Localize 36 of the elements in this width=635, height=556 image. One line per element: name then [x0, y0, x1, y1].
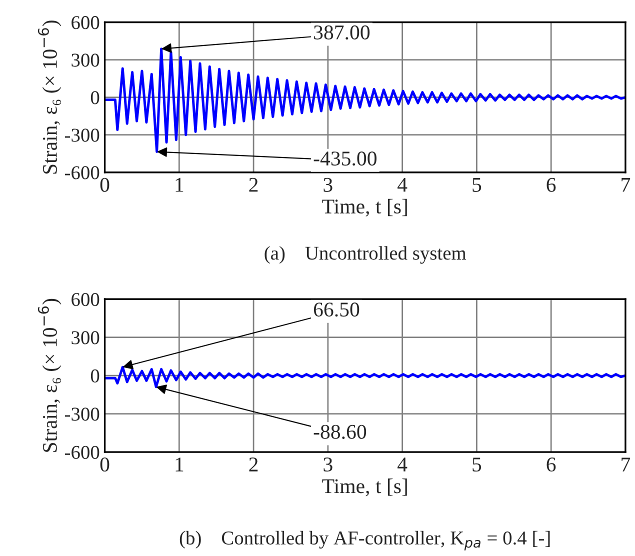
y-tick-label: 300 — [72, 331, 100, 344]
x-tick-label: 1 — [176, 178, 184, 192]
x-tick-label: 6 — [546, 178, 556, 192]
x-tick-label: 5 — [472, 458, 482, 472]
x-tick-label: 2 — [249, 178, 258, 192]
text: (b) Controlled by AF-controller, K$_{pa}$ = 0.4 [-] — [180, 530, 550, 550]
y-tick-label: -600 — [64, 446, 100, 459]
x-axis-title: Time, t [s] — [322, 478, 407, 496]
y-tick-label: 0 — [90, 369, 100, 383]
y-tick-label: 300 — [72, 54, 100, 67]
y-tick-label: -600 — [64, 166, 100, 180]
x-tick-label: 6 — [546, 458, 556, 472]
x-axis-title: Time, t [s] — [322, 198, 407, 217]
x-tick-label: 3 — [324, 178, 332, 192]
x-tick-label: 1 — [176, 458, 184, 472]
y-axis-title: Strain, ε₆ (× 10$^{−6}$) — [38, 20, 62, 174]
y-tick-label: -300 — [64, 408, 100, 421]
x-tick-label: 7 — [622, 458, 630, 472]
annotation: -435.00 — [314, 152, 376, 166]
y-tick-label: 600 — [72, 292, 100, 306]
annotation: 66.50 — [314, 302, 360, 317]
annotation: 387.00 — [314, 25, 370, 40]
y-tick-label: 600 — [72, 16, 100, 30]
text: (a) Uncontrolled system — [264, 246, 466, 264]
x-tick-label: 4 — [398, 178, 408, 192]
annotation: -88.60 — [314, 424, 366, 439]
x-tick-label: 0 — [100, 457, 110, 472]
x-tick-label: 7 — [622, 178, 630, 192]
x-tick-label: 0 — [100, 178, 110, 192]
x-tick-label: 4 — [398, 458, 408, 472]
y-tick-label: -300 — [64, 128, 100, 142]
y-axis-title: Strain, ε₆ (× 10$^{−6}$) — [38, 298, 62, 452]
y-tick-label: 0 — [90, 91, 100, 104]
x-tick-label: 3 — [324, 458, 332, 472]
x-tick-label: 5 — [472, 178, 482, 192]
x-tick-label: 2 — [249, 458, 258, 472]
